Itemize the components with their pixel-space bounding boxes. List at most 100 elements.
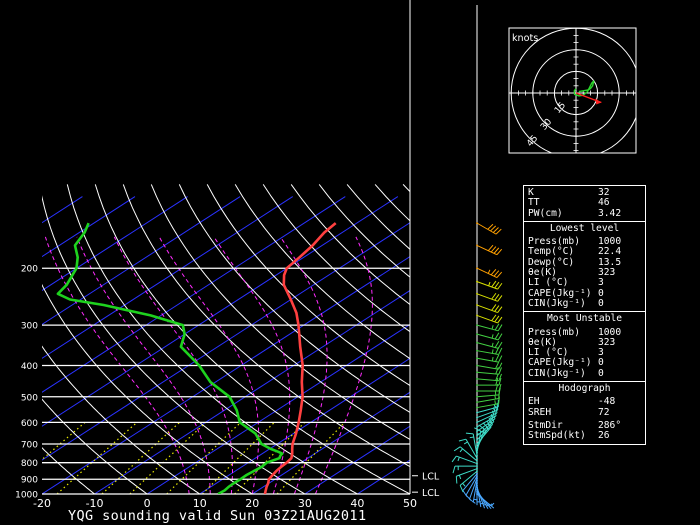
info-value: 1000	[598, 326, 622, 338]
info-value: 32	[598, 187, 610, 198]
info-key: Temp(°C)	[528, 246, 575, 258]
pressure-tick-label: 800	[21, 459, 38, 469]
barb-base	[476, 472, 478, 475]
barb-base	[476, 421, 478, 424]
barb-shaft	[465, 438, 478, 459]
info-value: 0	[598, 297, 604, 309]
hodograph-section: Hodograph EH -48 SREH 72 StmDir 286° StmSpd(k…	[524, 381, 645, 443]
mixing-ratio-line	[42, 421, 86, 461]
axis-labels: 200 300 400 500 600 700 800 900 1000-20 -10 0 10 20 3…	[15, 265, 417, 510]
info-row: Press(mb) 1000	[528, 236, 641, 248]
wind-barb-column	[451, 5, 503, 510]
info-key: Dewp(°C)	[528, 256, 575, 268]
barb-base	[476, 462, 478, 465]
info-key: CAPE(Jkg⁻¹)	[528, 287, 592, 299]
info-value: 3	[598, 277, 604, 289]
barb-feather	[493, 270, 500, 277]
barb-half-feather	[480, 502, 485, 505]
info-key: θe(K)	[528, 267, 557, 279]
pressure-tick-label: 600	[21, 419, 38, 429]
info-value: 26	[598, 430, 610, 442]
lowest-level-title: Lowest level	[549, 222, 620, 234]
barb-half-feather	[491, 356, 494, 362]
barb-feather	[497, 324, 503, 332]
wind-barb	[465, 432, 478, 457]
barb-half-feather	[463, 441, 468, 445]
info-key: SREH	[528, 406, 552, 418]
barb-base	[476, 280, 478, 283]
info-key: Press(mb)	[528, 236, 580, 248]
info-row: PW(cm) 3.42	[528, 207, 641, 219]
barb-shaft	[476, 244, 498, 256]
barb-half-feather	[469, 436, 474, 439]
barb-half-feather	[491, 349, 494, 354]
barb-shaft	[476, 333, 499, 341]
barb-feather	[453, 446, 461, 452]
pressure-tick-label: 500	[21, 393, 38, 403]
pressure-tick-label: 700	[21, 440, 38, 450]
barb-base	[476, 448, 478, 451]
barb-base	[476, 314, 478, 317]
info-row: CIN(Jkg⁻¹) 0	[528, 367, 641, 379]
barb-base	[476, 457, 478, 460]
wind-barb	[476, 377, 502, 386]
wind-barb	[476, 396, 500, 409]
barb-half-feather	[487, 269, 491, 274]
skew-t-diagram: 200 300 400 500 600 700 800 900 1000-20 -10 0 10 20 3…	[0, 0, 440, 510]
wind-barb	[452, 465, 478, 474]
lcl-label: LCL	[422, 472, 440, 483]
barb-feather	[495, 405, 498, 414]
storm-motion-arrowhead	[595, 98, 602, 105]
info-value: 323	[598, 267, 616, 279]
barb-feather	[498, 396, 500, 404]
barb-half-feather	[491, 342, 494, 347]
barb-feather	[459, 485, 464, 493]
barb-half-feather	[491, 502, 495, 507]
info-key: TT	[528, 197, 540, 209]
info-row: K 32	[528, 187, 641, 198]
barb-feather	[490, 246, 497, 253]
barb-shaft	[476, 403, 499, 409]
barb-feather	[491, 314, 497, 322]
wind-barb	[476, 341, 503, 349]
isotherm-line	[0, 197, 30, 503]
barb-half-feather	[494, 400, 497, 405]
barb-feather	[498, 347, 503, 355]
barb-feather	[498, 377, 502, 386]
barb-base	[476, 364, 478, 367]
info-row: CAPE(Jkg⁻¹) 0	[528, 287, 641, 299]
pressure-tick-label: 1000	[15, 491, 38, 501]
barb-shaft	[476, 324, 499, 332]
mixing-ratio-line	[166, 421, 242, 494]
barb-base	[476, 406, 478, 409]
barb-feather	[498, 383, 502, 392]
info-key: PW(cm)	[528, 207, 563, 219]
barb-base	[476, 395, 478, 398]
barb-shaft	[476, 314, 498, 324]
barb-base	[476, 411, 478, 414]
barb-base	[476, 267, 478, 270]
barb-feather	[497, 306, 503, 313]
temperature-tick-label: 50	[403, 497, 417, 510]
info-key: CIN(Jkg⁻¹)	[528, 367, 586, 379]
barb-shaft	[459, 446, 478, 462]
barb-shaft	[476, 409, 498, 419]
barb-base	[476, 341, 478, 344]
barb-base	[476, 477, 478, 480]
isotherm-line	[42, 196, 83, 224]
info-value: 13.5	[598, 256, 622, 268]
mixing-ratio-line	[201, 421, 275, 494]
barb-base	[476, 446, 478, 448]
barb-feather	[492, 227, 499, 233]
isotherm-line	[42, 222, 410, 461]
barb-feather	[490, 268, 497, 276]
isotherm-line	[42, 255, 410, 494]
info-row: θe(K) 323	[528, 337, 641, 348]
barb-feather	[452, 466, 456, 474]
barb-half-feather	[491, 334, 494, 339]
stability-indices-panel: K 32 TT 46 PW(cm) 3.42 Lowest level Press(mb)…	[523, 185, 646, 445]
wind-barb	[476, 280, 503, 290]
temperature-tick-label: 30	[298, 497, 312, 510]
barb-shaft	[476, 267, 498, 278]
